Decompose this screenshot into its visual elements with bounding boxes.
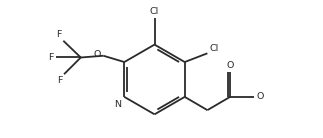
Text: Cl: Cl bbox=[210, 44, 219, 53]
Text: O: O bbox=[256, 92, 264, 101]
Text: F: F bbox=[56, 30, 62, 39]
Text: N: N bbox=[115, 100, 121, 109]
Text: O: O bbox=[226, 61, 234, 70]
Text: Cl: Cl bbox=[150, 7, 159, 16]
Text: F: F bbox=[57, 76, 62, 85]
Text: O: O bbox=[94, 50, 101, 59]
Text: F: F bbox=[48, 53, 54, 62]
